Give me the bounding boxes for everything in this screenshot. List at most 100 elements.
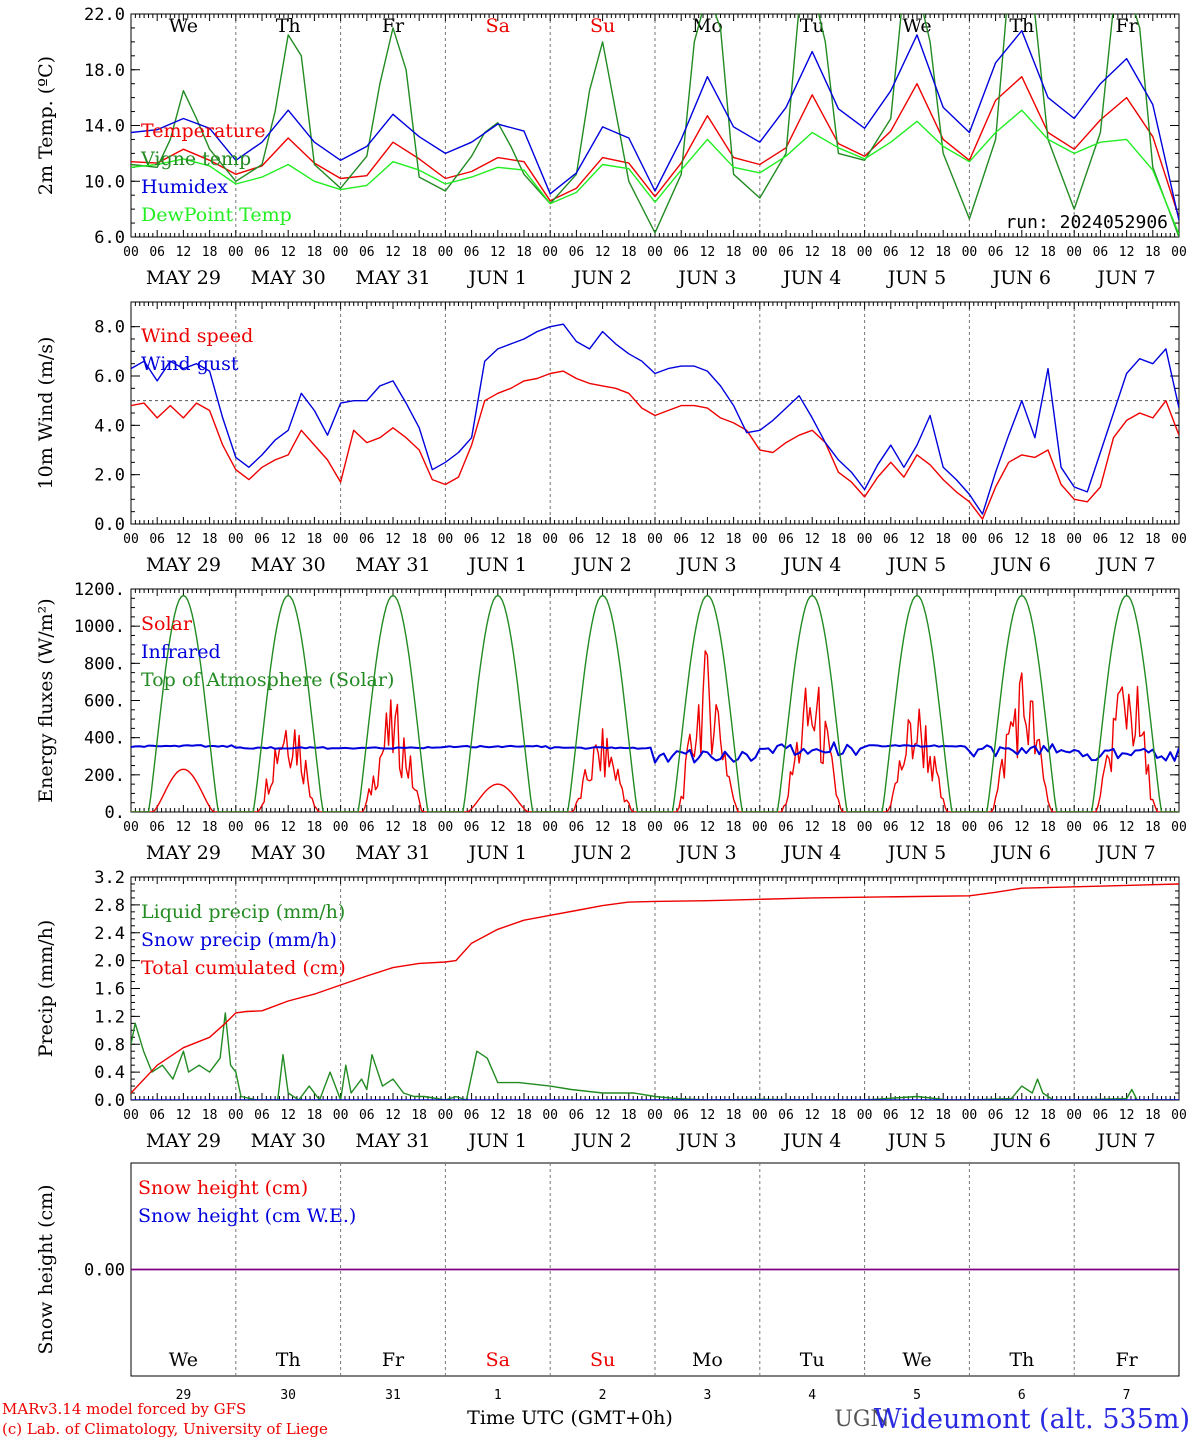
date-label: MAY 31 [355,267,430,289]
y-tick-label: 0.0 [94,1091,125,1111]
run-label: run: 2024052906 [1005,212,1168,233]
weekday-label: We [902,1349,931,1371]
date-label: MAY 29 [146,1130,221,1152]
hour-label: 06 [673,245,689,260]
hour-label: 00 [228,532,244,547]
hour-label: 18 [1040,532,1056,547]
date-label: MAY 30 [251,1130,326,1152]
y-tick-label: 400. [84,729,125,749]
legend-label: Vigne temp [140,148,251,170]
date-label: JUN 5 [886,267,946,289]
hour-label: 00 [333,532,349,547]
hour-label: 06 [673,532,689,547]
station-name: Wideumont (alt. 535m) [874,1404,1190,1435]
hour-label: 06 [1093,532,1109,547]
hour-label: 06 [464,1108,480,1123]
y-tick-label: 0.8 [94,1035,125,1055]
hour-label: 18 [516,820,532,835]
series-line [131,650,1179,812]
plot-area [131,323,1179,520]
hour-label: 18 [726,245,742,260]
weekday-label: Su [590,15,615,37]
day-number-label: 1 [494,1388,502,1403]
hour-label: 12 [595,245,611,260]
hour-label: 12 [1014,245,1030,260]
y-tick-label: 6.0 [94,228,125,248]
model-overlay-label: UGN [834,1407,889,1432]
legend-label: Humidex [141,176,228,198]
weekday-label: Th [276,15,301,37]
date-label: JUN 2 [571,554,631,576]
hour-label: 00 [123,245,139,260]
y-tick-label: 1.2 [94,1007,125,1027]
hour-label: 18 [831,1108,847,1123]
credit-line-2: (c) Lab. of Climatology, University of L… [2,1420,328,1438]
hour-label: 06 [1093,245,1109,260]
hour-label: 18 [516,245,532,260]
hour-label: 12 [909,245,925,260]
hour-label: 12 [280,532,296,547]
hour-label: 00 [1066,532,1082,547]
hour-label: 06 [254,1108,270,1123]
hour-label: 12 [176,1108,192,1123]
date-label: JUN 7 [1095,554,1155,576]
hour-label: 06 [569,245,585,260]
hour-label: 12 [490,245,506,260]
hour-label: 06 [988,245,1004,260]
series-line [131,30,1179,221]
hour-label: 12 [595,532,611,547]
series-line [131,883,1179,1094]
hour-label: 00 [1171,245,1187,260]
hour-label: 18 [202,532,218,547]
hour-label: 18 [1145,1108,1161,1123]
date-label: JUN 4 [781,267,841,289]
date-label: MAY 29 [146,267,221,289]
date-label: JUN 7 [1095,1130,1155,1152]
hour-label: 18 [935,245,951,260]
hour-label: 00 [228,1108,244,1123]
date-label: MAY 29 [146,554,221,576]
hour-label: 06 [673,820,689,835]
hour-label: 06 [149,1108,165,1123]
legend-label: Total cumulated (cm) [141,957,346,979]
date-label: JUN 4 [781,1130,841,1152]
panel-2: 0.0 2.0 4.0 6.0 8.0 10m Wind (m/s) 00 06 12 18 00 0… [35,301,1187,576]
hour-label: 12 [280,245,296,260]
time-axis-label: Time UTC (GMT+0h) [467,1407,673,1429]
date-label: JUN 6 [991,267,1051,289]
hour-label: 00 [228,820,244,835]
hour-label: 18 [411,245,427,260]
series-line [131,109,1179,235]
date-label: JUN 1 [467,267,527,289]
hour-label: 18 [1040,1108,1056,1123]
hour-label: 12 [804,1108,820,1123]
hour-label: 18 [726,532,742,547]
y-tick-label: 18.0 [84,61,125,81]
hour-label: 00 [438,820,454,835]
hour-label: 12 [490,820,506,835]
y-axis-title: 2m Temp. (ºC) [35,56,57,195]
hour-label: 18 [202,1108,218,1123]
hour-label: 18 [935,1108,951,1123]
hour-label: 18 [202,245,218,260]
weekday-label: Sa [486,1349,510,1371]
hour-label: 12 [385,532,401,547]
hour-label: 00 [1066,1108,1082,1123]
hour-label: 06 [1093,820,1109,835]
y-tick-label: 0.4 [94,1063,125,1083]
hour-label: 06 [569,1108,585,1123]
hour-label: 00 [228,245,244,260]
footer: MARv3.14 model forced by GFS (c) Lab. of… [2,1400,1190,1438]
hour-label: 12 [700,245,716,260]
series-line [131,76,1179,218]
day-number-label: 6 [1018,1388,1026,1403]
hour-label: 18 [411,532,427,547]
weekday-label: Th [276,1349,301,1371]
series-line [131,594,1179,812]
y-tick-label: 1200. [74,580,125,600]
hour-label: 06 [359,820,375,835]
day-number-label: 4 [808,1388,816,1403]
hour-label: 06 [988,1108,1004,1123]
hour-label: 18 [307,532,323,547]
hour-label: 18 [935,820,951,835]
